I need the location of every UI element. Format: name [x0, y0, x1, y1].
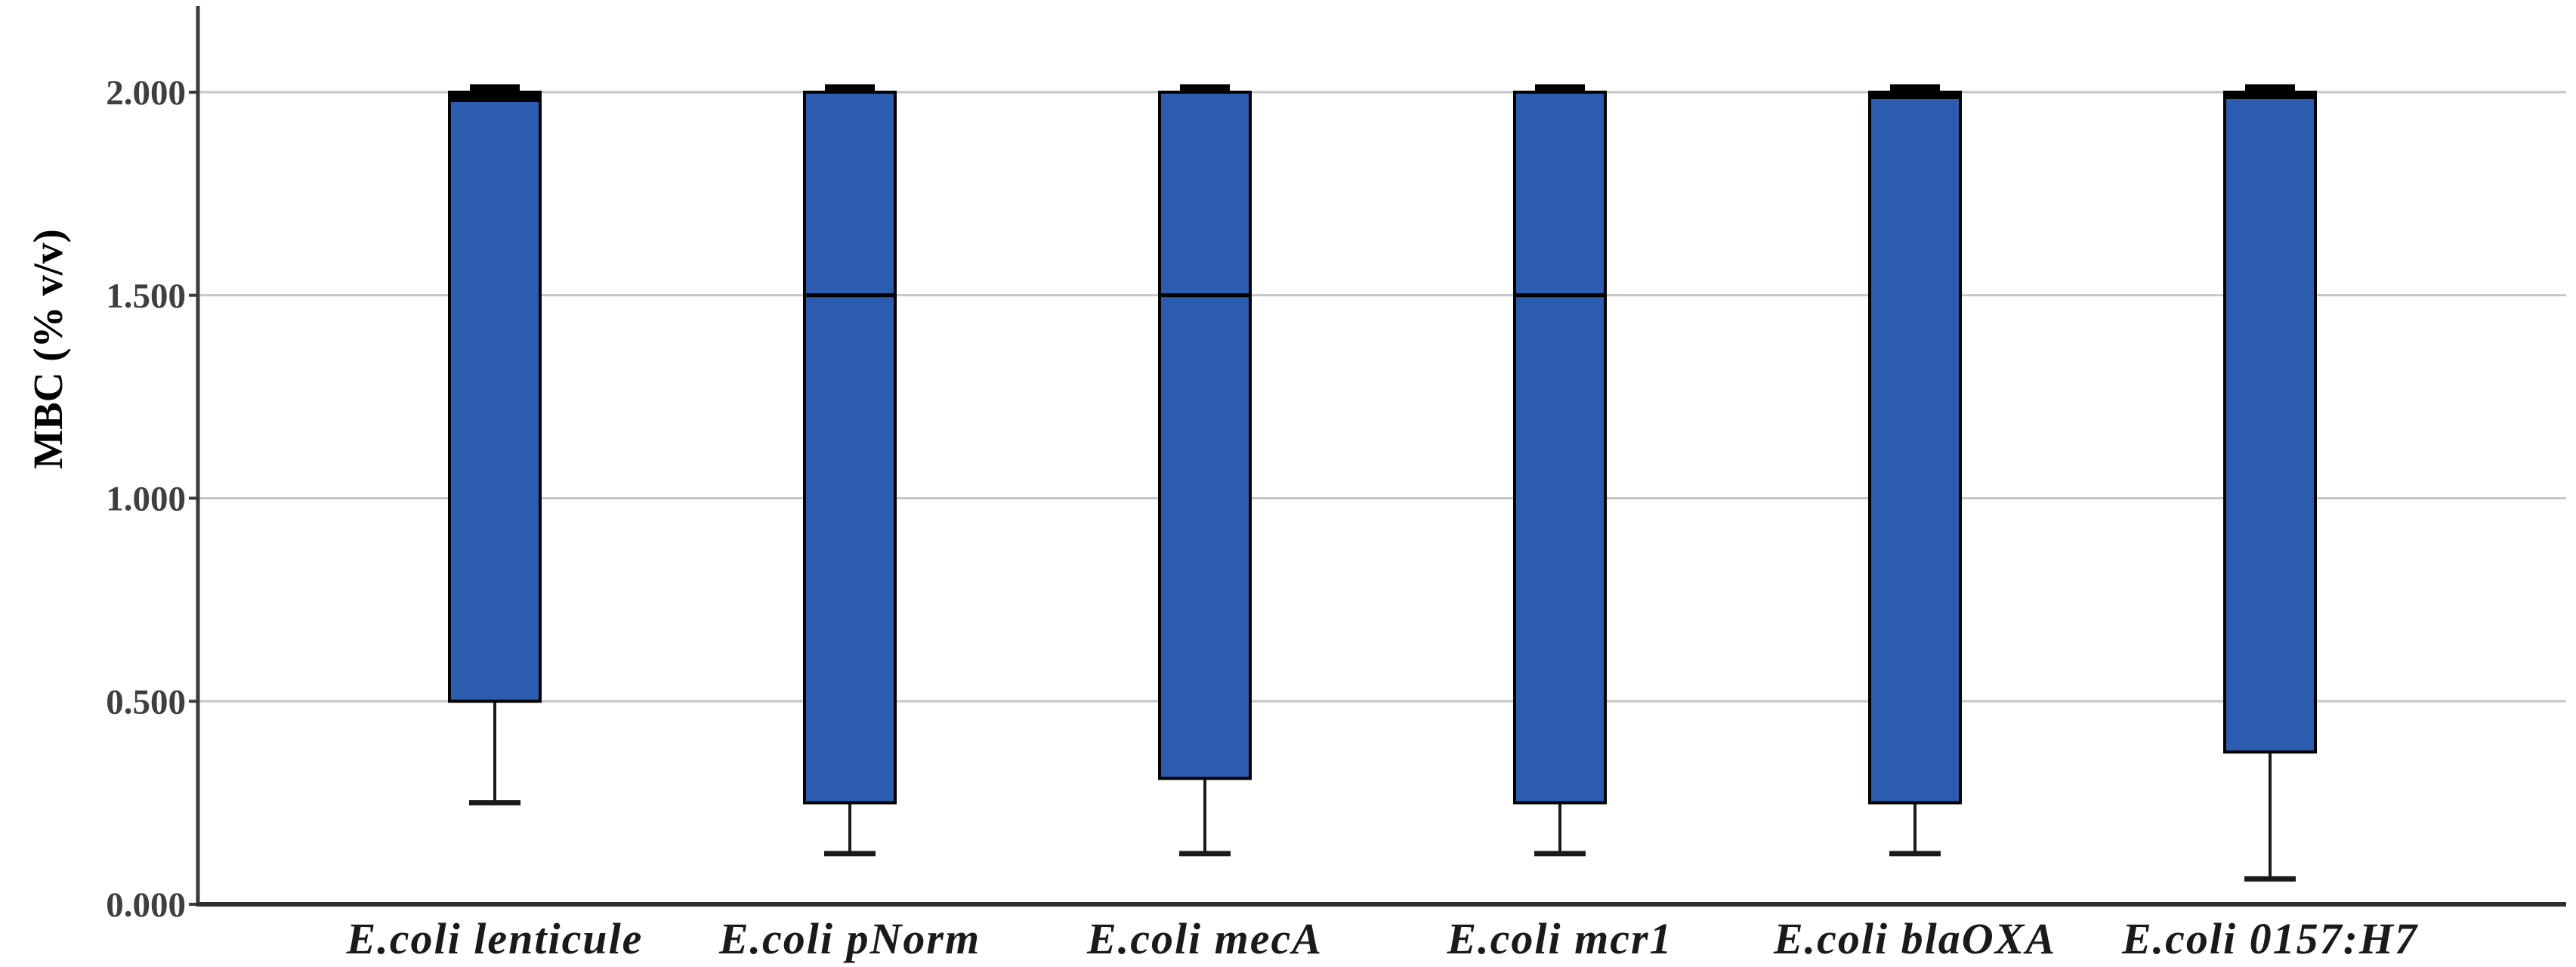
x-axis-label-e-coli-meca: E.coli mecA — [1086, 914, 1323, 963]
box-plot-e-coli-mcr1 — [1513, 84, 1607, 857]
gridlines — [198, 91, 2566, 703]
x-axis-label-e-coli-pnorm: E.coli pNorm — [718, 914, 981, 963]
y-tick-labels: 0.000 0.500 1.000 1.500 2.000 — [106, 73, 186, 925]
x-category-labels: E.coli lenticule E.coli pNorm E.coli mecA E… — [346, 914, 2418, 963]
box — [448, 91, 542, 703]
x-axis-label-e-coli-0157-h7: E.coli 0157:H7 — [2121, 914, 2418, 963]
x-axis-label-e-coli-lenticule: E.coli lenticule — [346, 914, 644, 963]
box-series — [448, 84, 2317, 882]
x-axis-label-e-coli-mcr1: E.coli mcr1 — [1446, 914, 1673, 963]
box-plot-e-coli-0157-h7 — [2223, 84, 2317, 882]
x-axis-label-e-coli-blaoxa: E.coli blaOXA — [1773, 914, 2056, 963]
y-tick-label: 1.500 — [106, 277, 186, 316]
box — [2223, 91, 2317, 754]
box — [1868, 91, 1962, 805]
box — [1158, 91, 1252, 780]
box-plot-e-coli-blaoxa — [1868, 84, 1962, 857]
axes — [189, 6, 2566, 907]
box-plot-e-coli-meca — [1158, 84, 1252, 857]
box-plot-e-coli-lenticule — [448, 84, 542, 806]
y-tick-label: 0.000 — [106, 885, 186, 925]
box-plot-e-coli-pnorm — [803, 84, 897, 857]
box — [803, 91, 897, 805]
box — [1513, 91, 1607, 805]
y-tick-label: 0.500 — [106, 682, 186, 721]
y-tick-label: 1.000 — [106, 480, 186, 519]
y-axis-title: MBC (% v/v) — [25, 229, 71, 469]
y-tick-label: 2.000 — [106, 73, 186, 113]
